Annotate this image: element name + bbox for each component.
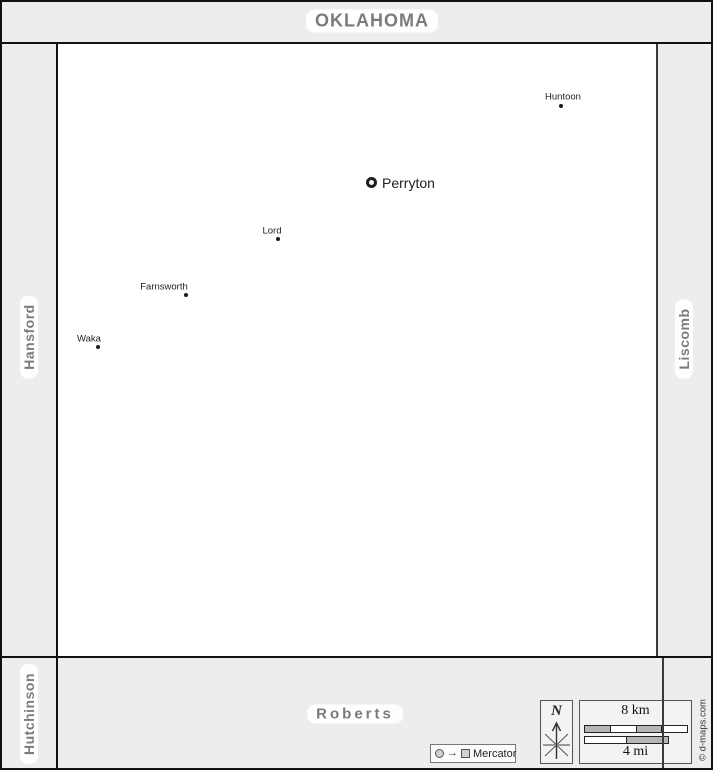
scale-segment: [585, 726, 610, 732]
neighbor-label-roberts: Roberts: [307, 704, 403, 724]
scale-segment: [609, 726, 636, 732]
county-seat-marker-perryton: [365, 176, 377, 188]
town-label-farnsworth: Farnsworth: [140, 281, 188, 293]
town-marker-huntoon: [559, 104, 563, 108]
scale-segment: [585, 737, 626, 743]
scale-segment: [635, 726, 662, 732]
copyright-credit: © d-maps.com: [697, 699, 709, 761]
north-letter: N: [551, 703, 562, 719]
scale-segment: [661, 726, 687, 732]
scale-bar-km: [584, 725, 688, 733]
scale-km-label: 8 km: [621, 703, 650, 718]
town-marker-farnsworth: [184, 293, 188, 297]
scale-mi-label: 4 mi: [622, 744, 649, 759]
left-neighbor-strip: [2, 44, 56, 768]
town-label-lord: Lord: [262, 225, 282, 237]
scale-bar-mi: [584, 736, 669, 744]
town-marker-lord: [276, 237, 280, 241]
arrow-right-icon: →: [447, 747, 458, 759]
scale-bar-box: 8 km 4 mi: [579, 700, 692, 764]
compass-box: N: [540, 700, 573, 764]
projection-box: → Mercator: [430, 744, 516, 763]
town-label-perryton: Perryton: [382, 175, 435, 191]
town-label-waka: Waka: [77, 333, 101, 345]
globe-icon: [435, 749, 444, 758]
neighbor-label-oklahoma: OKLAHOMA: [306, 9, 438, 33]
west-county-boundary-line: [56, 44, 58, 768]
southeast-county-boundary-line: [662, 658, 664, 768]
flat-map-icon: [461, 749, 470, 758]
town-marker-waka: [96, 345, 100, 349]
scale-segment: [626, 737, 668, 743]
projection-name: Mercator: [473, 747, 517, 760]
south-county-boundary-line: [2, 656, 711, 658]
town-label-huntoon: Huntoon: [545, 91, 581, 103]
north-arrow-icon: [543, 721, 570, 759]
east-county-boundary-line: [656, 44, 658, 656]
map-canvas: [58, 44, 656, 656]
